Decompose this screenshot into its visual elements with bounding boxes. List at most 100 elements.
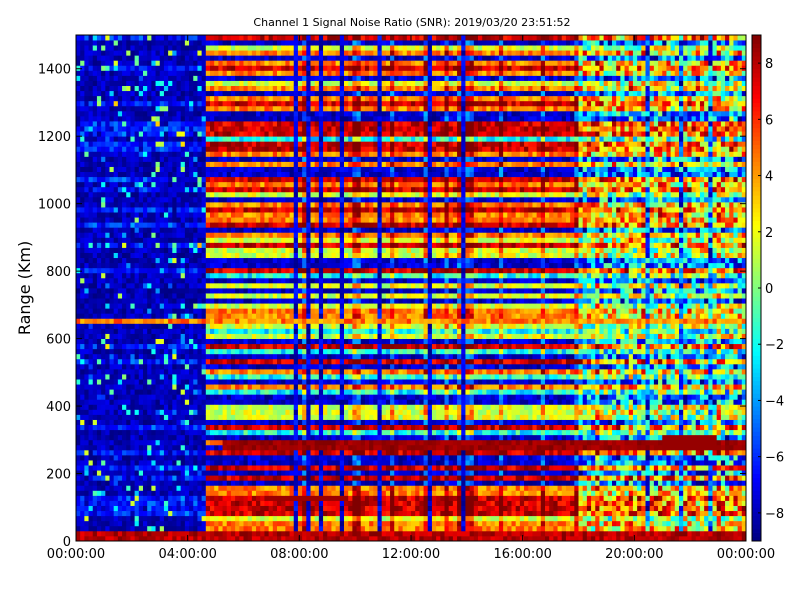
heatmap-cell (268, 379, 274, 385)
heatmap-cell (193, 156, 198, 162)
heatmap-cell (126, 303, 131, 309)
heatmap-cell (180, 298, 186, 304)
heatmap-cell (201, 374, 207, 380)
heatmap-cell (243, 490, 249, 496)
heatmap-cell (126, 272, 131, 279)
heatmap-cell (264, 166, 270, 173)
heatmap-cell (189, 50, 194, 56)
heatmap-cell (113, 379, 119, 385)
heatmap-cell (172, 495, 177, 501)
heatmap-cell (96, 110, 102, 117)
heatmap-cell (143, 379, 148, 385)
heatmap-cell (251, 323, 257, 329)
heatmap-cell (197, 480, 203, 486)
heatmap-cell (147, 485, 152, 491)
heatmap-cell (130, 288, 136, 294)
heatmap-cell (126, 40, 131, 46)
heatmap-cell (222, 95, 228, 102)
heatmap-cell (218, 55, 223, 61)
heatmap-cell (189, 444, 194, 451)
heatmap-cell (226, 353, 232, 360)
heatmap-cell (226, 196, 232, 203)
heatmap-cell (105, 85, 110, 92)
heatmap-cell (80, 151, 85, 157)
heatmap-cell (226, 525, 232, 532)
heatmap-cell (84, 454, 89, 461)
heatmap-cell (281, 313, 286, 319)
heatmap-cell (247, 161, 253, 167)
heatmap-cell (210, 141, 215, 147)
heatmap-cell (235, 191, 240, 198)
heatmap-cell (138, 333, 144, 339)
heatmap-cell (88, 374, 94, 380)
heatmap-cell (218, 505, 223, 512)
heatmap-cell (176, 520, 182, 527)
heatmap-cell (163, 222, 169, 228)
heatmap-cell (130, 136, 136, 142)
heatmap-cell (105, 460, 110, 466)
heatmap-cell (201, 207, 207, 213)
heatmap-cell (251, 242, 257, 248)
heatmap-cell (256, 293, 261, 299)
heatmap-cell (172, 126, 177, 132)
heatmap-cell (205, 176, 211, 183)
heatmap-cell (256, 454, 261, 461)
heatmap-cell (235, 318, 240, 324)
heatmap-cell (92, 424, 98, 431)
heatmap-cell (180, 480, 186, 486)
heatmap-cell (281, 217, 286, 223)
heatmap-cell (159, 242, 165, 248)
heatmap-cell (247, 110, 253, 117)
heatmap-cell (105, 465, 110, 471)
heatmap-cell (180, 156, 186, 162)
heatmap-cell (113, 363, 119, 370)
heatmap-cell (222, 363, 228, 370)
heatmap-cell (159, 115, 165, 122)
heatmap-cell (256, 262, 261, 269)
heatmap-cell (155, 470, 161, 476)
heatmap-cell (197, 348, 203, 355)
heatmap-cell (168, 439, 173, 446)
heatmap-cell (126, 399, 131, 405)
heatmap-cell (201, 520, 207, 527)
heatmap-cell (226, 485, 232, 491)
heatmap-cell (163, 176, 169, 183)
heatmap-cell (277, 318, 282, 324)
heatmap-cell (176, 460, 182, 466)
heatmap-cell (193, 424, 198, 431)
heatmap-cell (168, 444, 173, 451)
heatmap-cell (159, 277, 165, 284)
heatmap-cell (134, 363, 140, 370)
heatmap-cell (205, 156, 211, 162)
heatmap-cell (147, 171, 152, 178)
heatmap-cell (151, 121, 156, 127)
heatmap-cell (230, 80, 236, 86)
heatmap-cell (281, 298, 286, 304)
heatmap-cell (172, 156, 177, 162)
heatmap-cell (88, 394, 94, 400)
heatmap-cell (134, 161, 140, 167)
heatmap-cell (155, 115, 161, 122)
heatmap-cell (260, 505, 265, 512)
heatmap-cell (201, 267, 207, 274)
heatmap-cell (180, 90, 186, 97)
heatmap-cell (151, 490, 156, 496)
heatmap-cell (222, 176, 228, 183)
heatmap-cell (138, 232, 144, 238)
heatmap-cell (101, 80, 106, 86)
heatmap-cell (214, 520, 219, 527)
heatmap-cell (239, 35, 244, 41)
heatmap-cell (218, 510, 223, 517)
heatmap-cell (277, 232, 282, 238)
heatmap-cell (260, 166, 265, 173)
heatmap-cell (218, 161, 223, 167)
heatmap-cell (184, 318, 190, 324)
heatmap-cell (101, 55, 106, 61)
heatmap-cell (180, 272, 186, 279)
heatmap-cell (176, 85, 182, 92)
heatmap-cell (151, 176, 156, 183)
heatmap-cell (92, 80, 98, 86)
heatmap-cell (113, 475, 119, 481)
heatmap-cell (101, 110, 106, 117)
heatmap-cell (138, 323, 144, 329)
